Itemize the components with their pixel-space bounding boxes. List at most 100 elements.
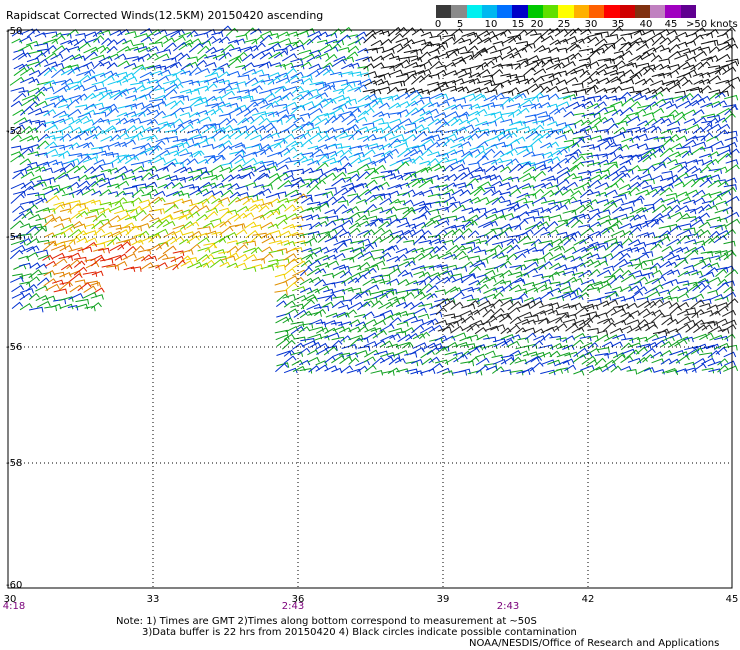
wind-barb <box>722 228 736 238</box>
wind-barb <box>20 165 34 173</box>
wind-barb <box>204 82 218 92</box>
wind-barb <box>602 226 615 235</box>
wind-barb <box>587 280 604 287</box>
wind-barb <box>179 249 194 255</box>
wind-barb <box>723 286 735 294</box>
wind-barb <box>250 246 263 255</box>
wind-barb <box>666 225 682 235</box>
wind-barb <box>317 295 333 301</box>
wind-barb <box>595 77 610 84</box>
wind-barb <box>306 179 319 188</box>
wind-barb <box>357 229 371 236</box>
wind-barb <box>427 81 440 88</box>
wind-barb <box>356 72 370 78</box>
wind-barb <box>379 288 395 294</box>
wind-barb <box>636 143 649 149</box>
wind-barb <box>362 149 376 158</box>
wind-barb <box>572 175 583 182</box>
wind-barb <box>387 312 402 319</box>
wind-barb <box>443 104 458 111</box>
wind-barb <box>722 66 737 75</box>
lat-label-60: -60 <box>6 580 23 591</box>
wind-barb <box>243 247 258 254</box>
wind-barb <box>277 128 291 135</box>
wind-barb <box>573 307 589 317</box>
wind-barb <box>562 318 577 325</box>
wind-barb <box>355 290 372 296</box>
wind-barb <box>533 226 548 236</box>
wind-barb <box>666 159 679 165</box>
wind-barb <box>476 274 488 280</box>
wind-barb <box>477 181 492 189</box>
wind-barb <box>610 101 624 107</box>
wind-barb <box>155 228 169 236</box>
wind-barb <box>83 46 99 54</box>
wind-barb <box>428 234 441 241</box>
wind-barb <box>709 46 721 54</box>
wind-barb <box>701 357 716 365</box>
wind-barb <box>162 80 176 86</box>
note-line-2: 3)Data buffer is 22 hrs from 20150420 4)… <box>142 627 577 638</box>
wind-barb <box>301 247 313 254</box>
wind-barb <box>442 239 455 246</box>
wind-barb <box>666 269 681 276</box>
wind-barb <box>516 126 531 132</box>
wind-barb <box>282 275 299 284</box>
wind-barb <box>501 338 515 347</box>
wind-barb <box>465 177 479 187</box>
wind-barb <box>154 94 167 101</box>
wind-barb <box>725 159 739 165</box>
wind-barb <box>461 303 476 310</box>
wind-barb <box>490 111 503 117</box>
wind-barb <box>699 271 715 279</box>
wind-barb <box>650 218 664 228</box>
wind-barb <box>218 207 230 214</box>
wind-barb <box>61 78 74 86</box>
wind-barb <box>708 294 724 301</box>
wind-barb <box>186 30 198 38</box>
wind-barb <box>547 309 559 316</box>
wind-barb <box>149 70 163 77</box>
wind-barb <box>523 162 537 168</box>
wind-barb <box>378 102 390 109</box>
wind-barb <box>357 325 369 333</box>
wind-barb <box>701 237 715 246</box>
wind-barb <box>234 130 250 140</box>
wind-barb <box>316 130 328 137</box>
wind-barb <box>370 88 382 95</box>
wind-barb <box>180 62 194 71</box>
wind-barb <box>372 117 385 124</box>
wind-barb <box>332 39 345 46</box>
wind-barb <box>429 92 445 100</box>
wind-barb <box>564 142 580 150</box>
wind-barb <box>171 52 185 61</box>
wind-barb <box>573 89 587 95</box>
wind-barb <box>290 63 305 70</box>
wind-barb <box>346 80 362 86</box>
wind-barb <box>371 97 383 103</box>
wind-barb <box>523 67 536 76</box>
wind-barb <box>109 29 123 36</box>
wind-barb <box>250 204 263 212</box>
wind-barb <box>324 332 340 339</box>
wind-barb <box>500 73 512 79</box>
wind-barb <box>202 259 215 268</box>
wind-barb <box>410 370 423 376</box>
wind-barb <box>90 125 102 133</box>
wind-barb <box>93 247 105 254</box>
wind-barb <box>339 162 353 172</box>
wind-barb <box>275 63 287 70</box>
note-line-1: Note: 1) Times are GMT 2)Times along bot… <box>116 616 537 627</box>
wind-barb <box>451 103 464 110</box>
wind-barb <box>531 85 545 93</box>
wind-barb <box>549 350 561 358</box>
wind-barb <box>44 187 60 195</box>
wind-barb <box>251 111 267 117</box>
wind-barb <box>580 63 592 69</box>
wind-barb <box>621 348 636 355</box>
wind-barb <box>620 296 636 302</box>
wind-barb <box>34 193 46 200</box>
wind-barb <box>180 167 194 174</box>
wind-barb <box>605 291 619 300</box>
wind-barb <box>458 183 474 190</box>
